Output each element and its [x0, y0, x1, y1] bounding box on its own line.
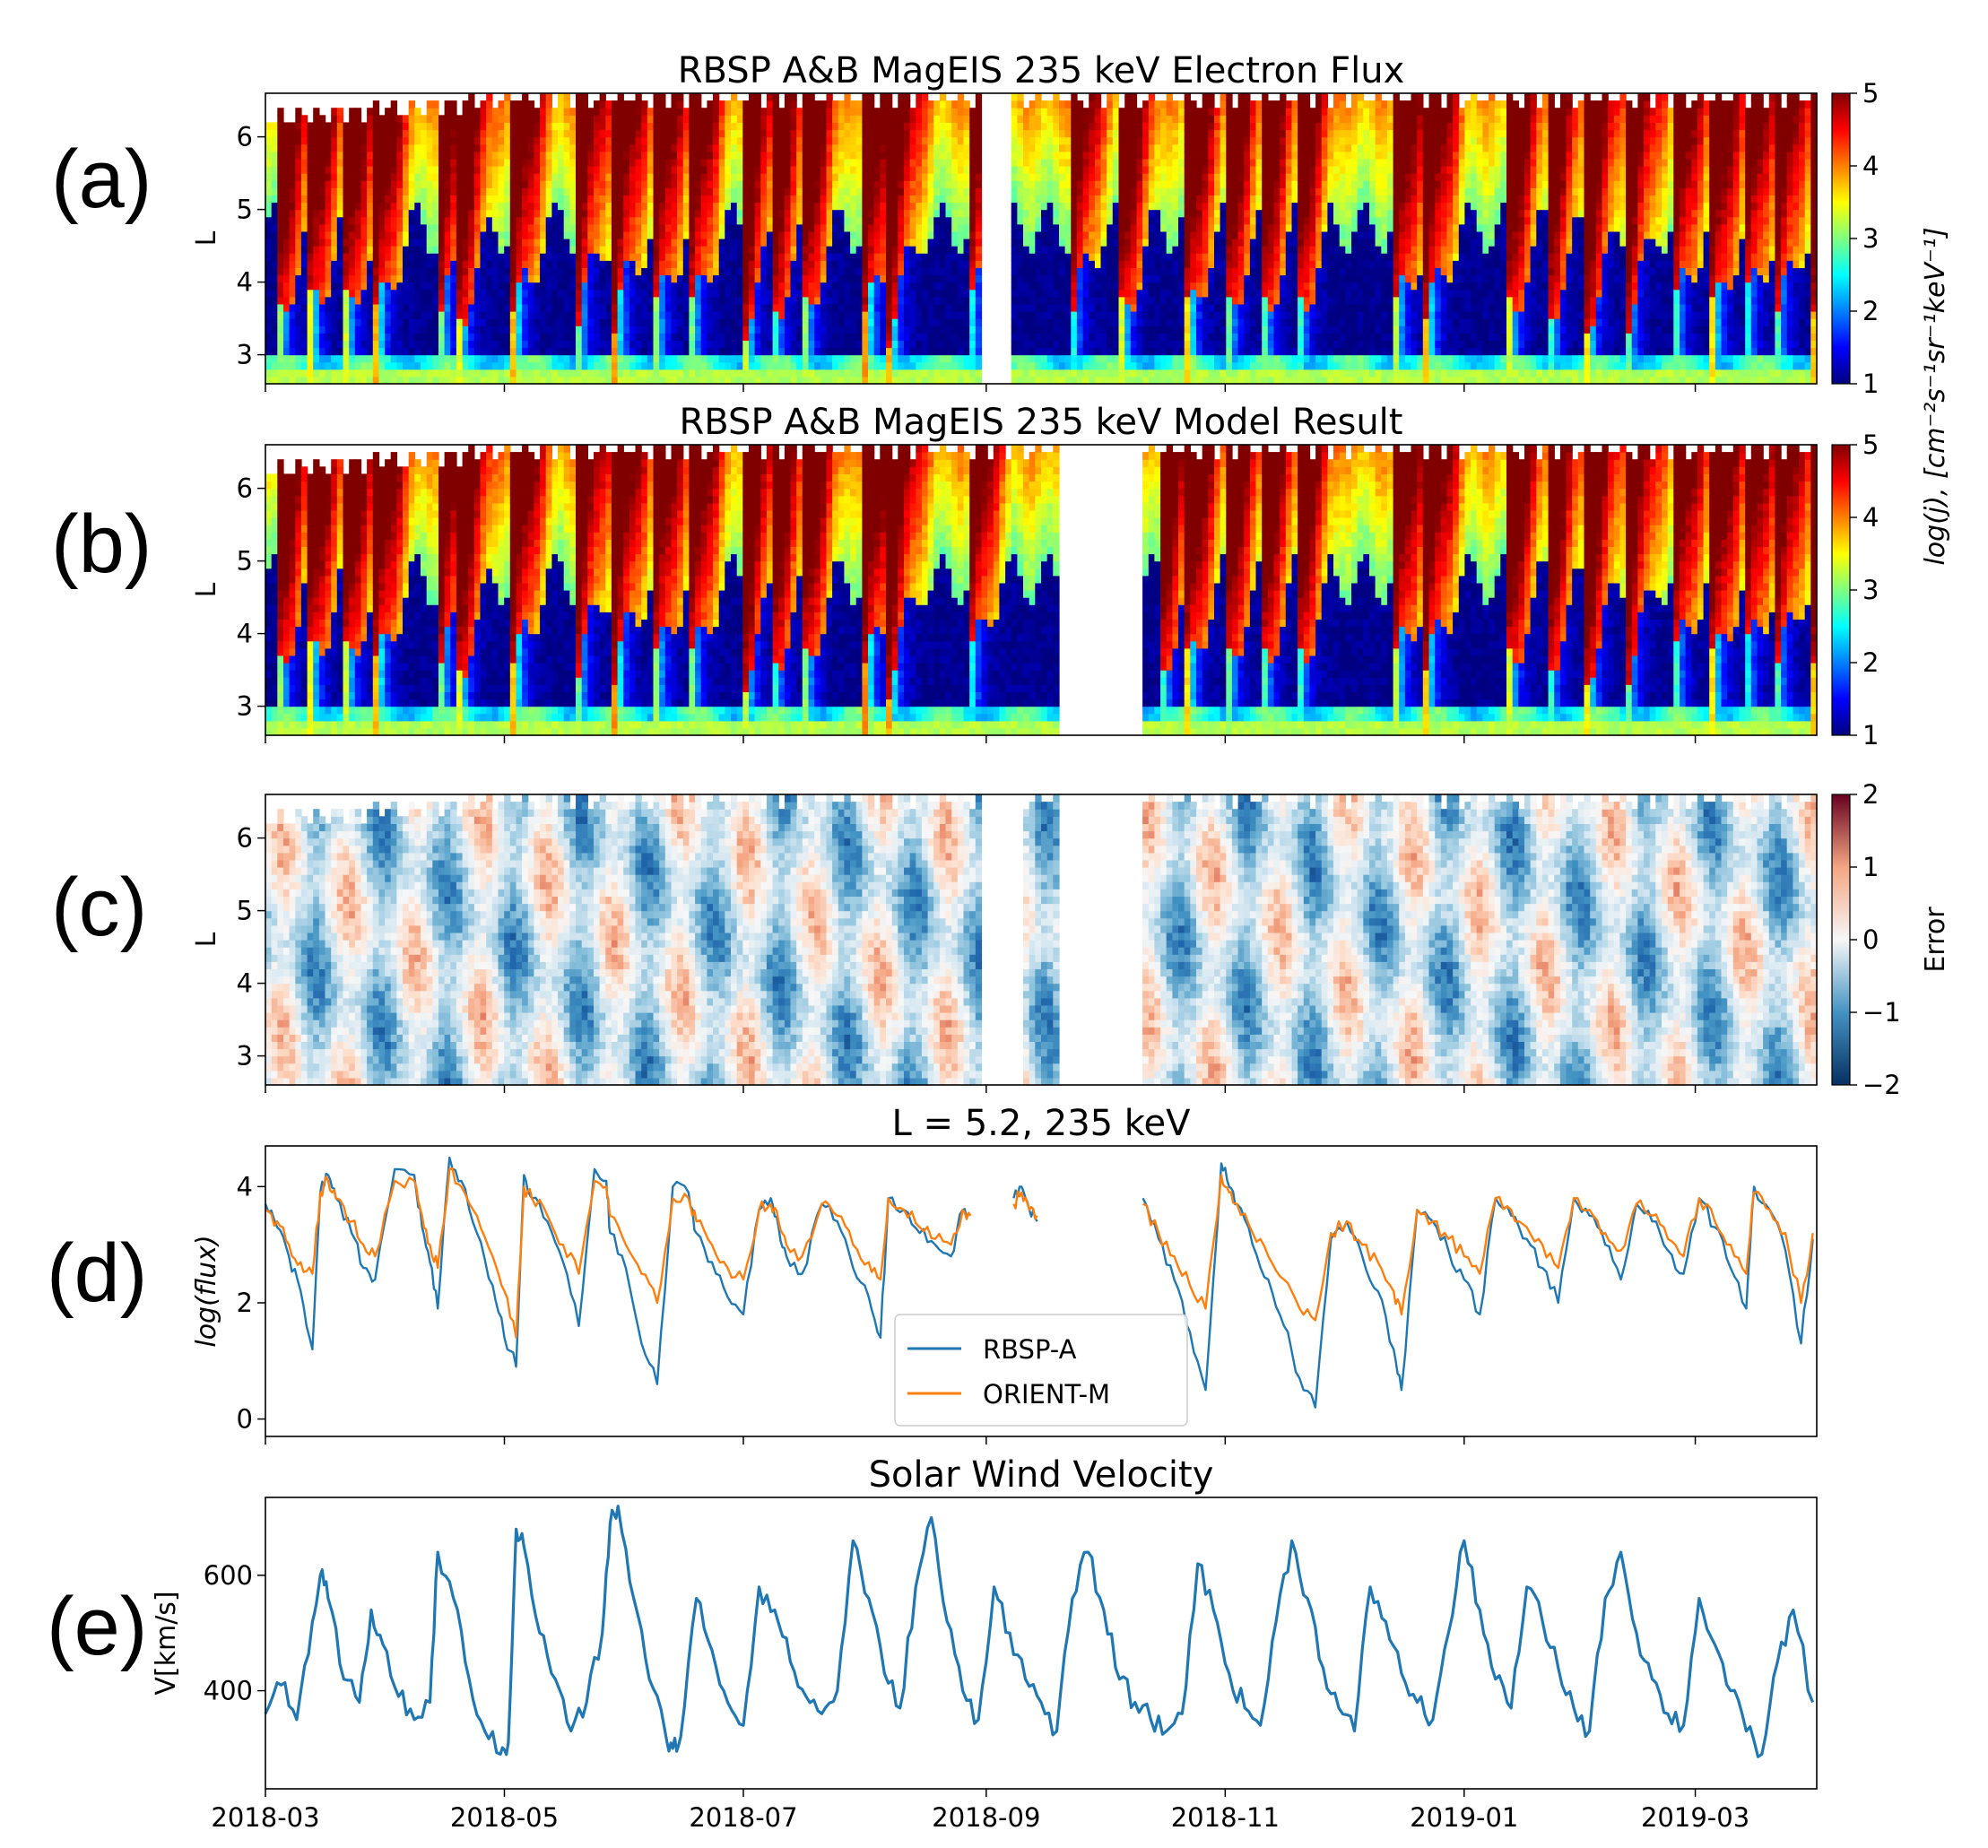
ytick-label-b-0: 3: [237, 691, 253, 722]
legend-box: [894, 1314, 1188, 1427]
colorbar-a: [1831, 92, 1851, 385]
xtick-label-0: 2018-03: [211, 1802, 319, 1833]
heatmap-c: [265, 794, 1818, 1086]
cbar-tick-label-a-2: 3: [1862, 223, 1879, 254]
ytick-label-d-1: 2: [237, 1288, 253, 1318]
ytick-label-c-2: 5: [237, 896, 253, 926]
ytick-label-c-3: 6: [237, 823, 253, 854]
xtick-label-3: 2018-09: [932, 1802, 1040, 1833]
colorbar-c: [1831, 794, 1851, 1086]
cbar-tick-label-b-0: 1: [1862, 720, 1879, 750]
series-d-orient-m: [265, 1167, 1814, 1340]
cbar-tick-label-a-0: 1: [1862, 369, 1879, 399]
panel-label-a: (a): [51, 133, 152, 227]
legend-label-1: ORIENT-M: [983, 1379, 1110, 1410]
title-e: Solar Wind Velocity: [869, 1454, 1214, 1496]
cbar-tick-label-c-3: 1: [1862, 852, 1879, 882]
axes-frame-a: [265, 92, 1818, 385]
cbar-tick-label-c-0: −2: [1862, 1070, 1901, 1100]
xtick-label-5: 2019-01: [1410, 1802, 1518, 1833]
xtick-label-1: 2018-05: [450, 1802, 559, 1833]
ylabel-d: log(flux): [191, 1235, 222, 1347]
title-d: L = 5.2, 235 keV: [891, 1103, 1191, 1144]
heatmap-a: [265, 93, 1818, 385]
ytick-label-a-2: 5: [237, 195, 253, 225]
ytick-label-d-0: 0: [237, 1404, 253, 1435]
ytick-label-b-3: 6: [237, 473, 253, 504]
panel-label-b: (b): [51, 498, 152, 592]
colorbar-b: [1831, 444, 1851, 736]
title-a: RBSP A&B MagEIS 235 keV Electron Flux: [678, 50, 1404, 91]
line-segment-d-0-0: [264, 1156, 972, 1385]
ytick-label-b-2: 5: [237, 546, 253, 577]
ytick-label-b-1: 4: [237, 619, 253, 649]
cbar-tick-label-c-2: 0: [1862, 924, 1879, 955]
cbar-tick-label-a-3: 4: [1862, 151, 1879, 181]
axes-frame-c: [265, 794, 1818, 1086]
panel-label-d: (d): [47, 1227, 147, 1321]
ylabel-e: V[km/s]: [151, 1591, 182, 1695]
xtick-label-6: 2019-03: [1641, 1802, 1749, 1833]
line-segment-d-1-2: [1142, 1174, 1814, 1322]
heatmap-b: [265, 445, 1818, 736]
panel-label-c: (c): [51, 861, 147, 955]
line-segment-e-0-0: [264, 1505, 1815, 1758]
cbar-tick-label-a-1: 2: [1862, 296, 1879, 326]
cbar-label-b: log(j), [cm⁻²s⁻¹sr⁻¹keV⁻¹]: [1920, 227, 1951, 565]
cbar-tick-label-b-4: 5: [1862, 429, 1879, 460]
cbar-tick-label-c-1: −1: [1862, 997, 1901, 1028]
ylabel-c: L: [191, 932, 222, 947]
ylabel-a: L: [191, 230, 222, 246]
ytick-label-a-3: 6: [237, 122, 253, 152]
series-e-solar-wind-velocity: [264, 1505, 1815, 1758]
cbar-tick-label-b-1: 2: [1862, 647, 1879, 678]
legend-label-0: RBSP-A: [983, 1334, 1077, 1365]
axes-frame-b: [265, 444, 1818, 736]
line-segment-d-0-2: [1142, 1162, 1814, 1409]
cbar-label-c: Error: [1920, 907, 1951, 973]
ytick-label-e-1: 600: [204, 1560, 253, 1591]
title-b: RBSP A&B MagEIS 235 keV Model Result: [680, 402, 1403, 443]
axes-frame-d: [265, 1145, 1818, 1437]
panel-label-e: (e): [47, 1580, 147, 1674]
legend: RBSP-A ORIENT-M: [894, 1314, 1188, 1427]
xtick-label-4: 2018-11: [1171, 1802, 1280, 1833]
cbar-tick-label-b-3: 4: [1862, 502, 1879, 533]
cbar-tick-label-a-4: 5: [1862, 78, 1879, 108]
xtick-label-2: 2018-07: [689, 1802, 797, 1833]
axes-frame-e: [265, 1497, 1818, 1790]
ytick-label-a-1: 4: [237, 267, 253, 298]
ylabel-b: L: [191, 582, 222, 597]
ytick-label-d-2: 4: [237, 1171, 253, 1202]
line-segment-d-1-0: [265, 1167, 972, 1340]
ytick-label-a-0: 3: [237, 340, 253, 370]
cbar-tick-label-b-2: 3: [1862, 575, 1879, 605]
ytick-label-c-1: 4: [237, 968, 253, 999]
ytick-label-e-0: 400: [204, 1676, 253, 1706]
ytick-label-c-0: 3: [237, 1041, 253, 1071]
line-segment-d-1-1: [1012, 1190, 1038, 1220]
cbar-tick-label-c-4: 2: [1862, 779, 1879, 810]
